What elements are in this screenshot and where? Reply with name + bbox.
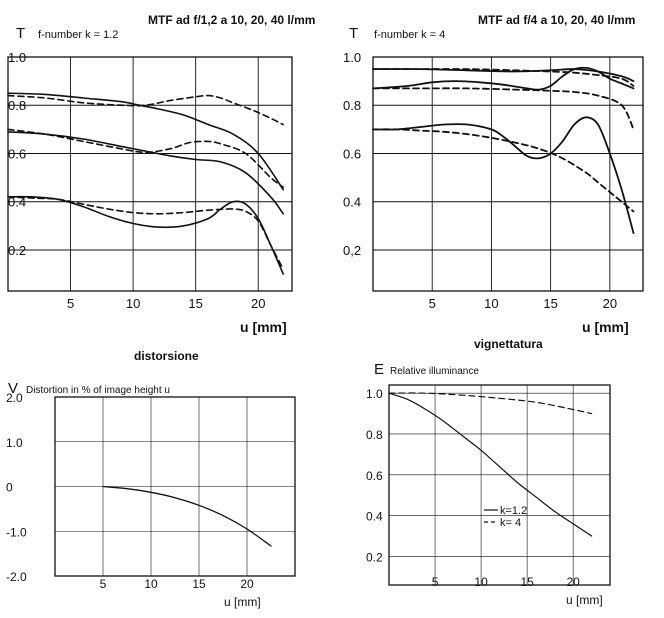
y-tick-label: 0.6 (366, 469, 383, 483)
y-tick-label: 0.2 (366, 550, 383, 564)
y-tick-label: 2.0 (6, 391, 23, 405)
distortion-title: distorsione (134, 349, 199, 363)
mtf4-series-3-solid-line (372, 66, 635, 91)
mtf-f4-panel: MTF ad f/4 a 10, 20, 40 l/mm T f-number … (343, 13, 644, 335)
y-tick-label: 0,2 (343, 243, 361, 258)
y-tick-label: 1.0 (343, 50, 361, 65)
vignetting-title: vignettatura (474, 337, 543, 351)
vignetting-subtitle: Relative illuminance (390, 366, 479, 377)
y-tick-label: 1.0 (8, 50, 26, 65)
mtf1-series-3-solid-line (7, 131, 284, 215)
mtf4-series-5-solid-line (372, 116, 635, 234)
mtf-f4-plot-area (372, 56, 644, 292)
mtf-f1-2-x-axis-label: u [mm] (240, 319, 287, 335)
mtf-f4-x-axis-label: u [mm] (582, 319, 629, 335)
x-tick-label: 5 (432, 575, 439, 589)
x-tick-label: 10 (126, 296, 140, 311)
vignetting-legend: k=1.2 k= 4 (484, 505, 527, 529)
plot-frame (7, 56, 293, 292)
distortion-x-axis-label: u [mm] (224, 595, 261, 609)
x-tick-label: 5 (429, 296, 436, 311)
mtf-f1-2-plot-area (7, 56, 293, 292)
plot-frame (372, 56, 644, 292)
x-tick-label: 15 (188, 296, 202, 311)
distortion-panel: distorsione V Distortion in % of image h… (6, 349, 296, 609)
y-tick-label: 0.8 (343, 98, 361, 113)
x-tick-label: 20 (251, 296, 265, 311)
distortion-y-axis-label: V (8, 380, 18, 397)
mtf-f1-2-title: MTF ad f/1,2 a 10, 20, 40 l/mm (148, 13, 315, 27)
mtf-f1-2-y-axis-label: T (16, 25, 25, 42)
legend-label-k4: k= 4 (500, 517, 521, 529)
legend-label-k1-2: k=1.2 (500, 505, 527, 517)
mtf-f4-title: MTF ad f/4 a 10, 20, 40 l/mm (478, 13, 635, 27)
vignetting-plot-area (388, 384, 611, 586)
y-tick-label: 0.8 (8, 98, 26, 113)
y-tick-label: 1.0 (366, 387, 383, 401)
mtf1-series-2-dashed-line (7, 94, 284, 126)
mtf4-series-2-dashed-line (372, 68, 635, 87)
mtf1-series-1-solid-line (7, 92, 284, 191)
x-tick-label: 15 (192, 577, 206, 591)
vignetting-y-axis-label: E (374, 361, 384, 378)
mtf1-series-6-dashed-line (7, 196, 284, 271)
distortion-plot-area (54, 396, 296, 577)
mtf-f1-2-panel: MTF ad f/1,2 a 10, 20, 40 l/mm T f-numbe… (7, 13, 315, 335)
x-tick-label: 10 (484, 296, 498, 311)
x-tick-label: 5 (100, 577, 107, 591)
y-tick-label: 0.6 (8, 146, 26, 161)
y-tick-label: 1.0 (6, 436, 23, 450)
mtf4-series-4-dashed-line (372, 87, 635, 131)
distortion-subtitle: Distortion in % of image height u (26, 385, 170, 396)
y-tick-label: 0.4 (343, 195, 361, 210)
vign-series-1-solid-line (388, 392, 593, 537)
vignetting-panel: vignettatura E Relative illuminance u [m… (366, 337, 611, 607)
x-tick-label: 20 (240, 577, 254, 591)
vign-series-2-dashed-line (388, 392, 593, 415)
y-tick-label: 0.6 (343, 146, 361, 161)
y-tick-label: -1.0 (6, 525, 27, 539)
mtf1-series-5-solid-line (7, 195, 284, 275)
x-tick-label: 5 (67, 296, 74, 311)
mtf-f1-2-subtitle: f-number k = 1.2 (38, 29, 118, 41)
y-tick-label: 0.8 (366, 428, 383, 442)
y-tick-label: 0 (6, 481, 13, 495)
mtf-f4-y-axis-label: T (349, 25, 358, 42)
y-tick-label: -2.0 (6, 570, 27, 584)
x-tick-label: 15 (520, 575, 534, 589)
x-tick-label: 20 (566, 575, 580, 589)
mtf-f4-subtitle: f-number k = 4 (374, 29, 445, 41)
y-tick-label: 0.4 (8, 195, 26, 210)
x-tick-label: 10 (144, 577, 158, 591)
x-tick-label: 15 (543, 296, 557, 311)
mtf4-series-6-dashed-line (372, 128, 635, 213)
x-tick-label: 10 (474, 575, 488, 589)
y-tick-label: 0.2 (8, 243, 26, 258)
dist-series-1-solid-line (102, 485, 272, 547)
vignetting-x-axis-label: u [mm] (566, 593, 603, 607)
plot-frame (388, 384, 611, 586)
mtf1-series-4-dashed-line (7, 128, 284, 189)
x-tick-label: 20 (603, 296, 617, 311)
y-tick-label: 0.4 (366, 510, 383, 524)
